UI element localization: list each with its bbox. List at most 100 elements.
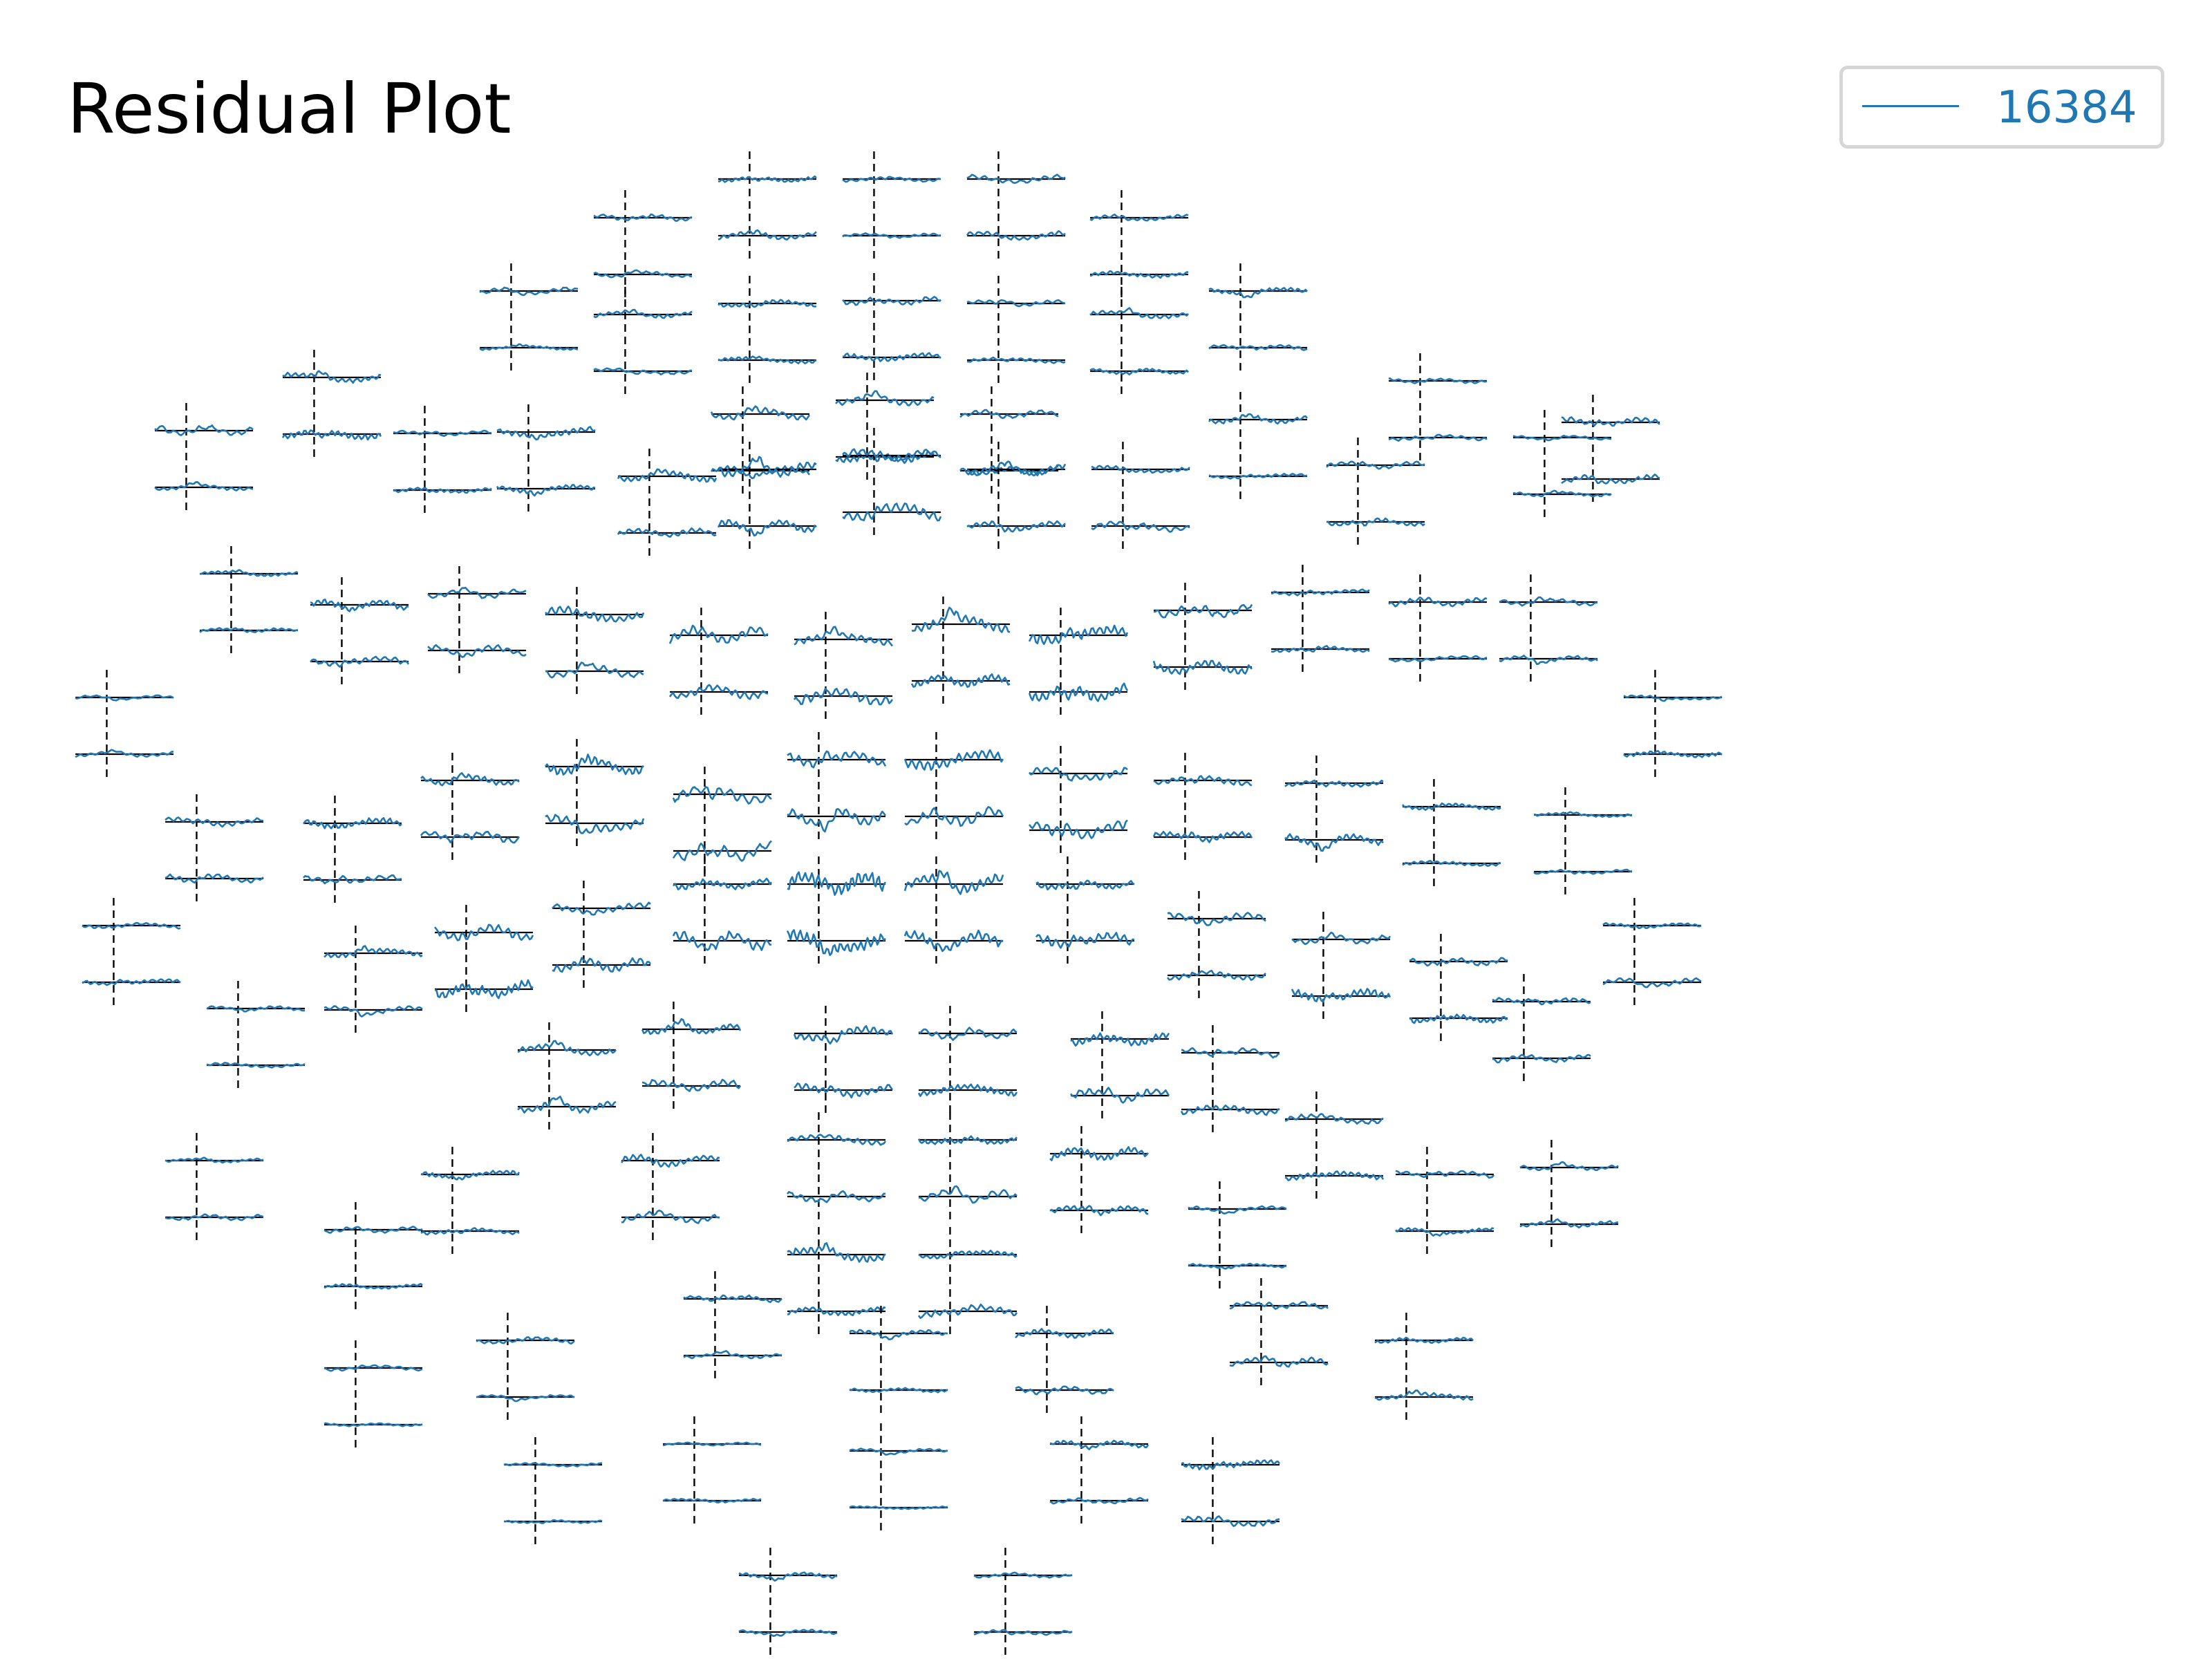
residual-trace-upper <box>199 569 299 577</box>
residual-trace-upper <box>718 299 817 308</box>
residual-trace-lower <box>1512 489 1612 498</box>
residual-trace-upper <box>1028 767 1128 782</box>
sensor-56 <box>82 898 181 1010</box>
residual-trace-lower <box>1035 932 1135 949</box>
sensor-58 <box>324 926 423 1038</box>
residual-trace-lower <box>1284 1170 1385 1181</box>
sensor-73 <box>917 1006 1018 1118</box>
residual-trace-lower <box>479 343 579 351</box>
residual-trace-upper <box>1049 1439 1150 1450</box>
residual-trace-lower <box>786 1190 886 1203</box>
sensor-18 <box>1208 392 1308 504</box>
residual-trace-lower <box>434 979 534 1000</box>
residual-trace-upper <box>1389 377 1488 384</box>
residual-trace-upper <box>683 1294 782 1304</box>
residual-trace-upper <box>668 624 769 644</box>
residual-trace-upper <box>1229 1301 1329 1310</box>
residual-trace-upper <box>1153 603 1253 619</box>
sensor-1 <box>718 151 817 263</box>
residual-trace-lower <box>1069 1087 1170 1104</box>
sensor-24 <box>1091 442 1190 554</box>
residual-trace-upper <box>1181 1459 1281 1471</box>
residual-trace-upper <box>1091 465 1190 474</box>
sensor-67 <box>1409 934 1508 1046</box>
sensor-87 <box>917 1227 1018 1339</box>
residual-trace-upper <box>1374 1336 1474 1344</box>
sensor-74 <box>1069 1011 1170 1123</box>
residual-trace-lower <box>966 356 1066 364</box>
residual-trace-lower <box>1091 521 1190 533</box>
residual-trace-lower <box>1015 1385 1114 1396</box>
residual-trace-upper <box>1089 307 1189 319</box>
sensor-23 <box>617 449 718 561</box>
residual-trace-lower <box>82 978 181 986</box>
residual-trace-upper <box>842 296 941 306</box>
residual-trace-lower <box>662 1497 762 1503</box>
sensor-45 <box>302 796 402 908</box>
residual-trace-upper <box>966 174 1066 185</box>
sensor-8 <box>966 276 1066 388</box>
residual-trace-upper <box>1519 1161 1619 1172</box>
residual-trace-upper <box>1188 1205 1287 1215</box>
sensor-3 <box>966 151 1066 263</box>
residual-trace-lower <box>966 230 1066 241</box>
residual-trace-upper <box>544 753 644 776</box>
sensor-41 <box>1499 574 1598 686</box>
residual-trace-upper <box>154 424 254 436</box>
sensor-48 <box>672 767 772 879</box>
residual-trace-upper <box>1271 588 1370 597</box>
sensor-47 <box>544 739 645 851</box>
residual-trace-lower <box>503 1519 603 1524</box>
residual-trace-upper <box>959 409 1059 420</box>
residual-trace-lower <box>849 1387 948 1394</box>
residual-trace-lower <box>1152 831 1253 843</box>
residual-trace-lower <box>545 814 645 834</box>
sensor-7 <box>842 273 941 385</box>
residual-trace-lower <box>842 503 942 522</box>
residual-trace-lower <box>1291 988 1391 1003</box>
sensor-65 <box>1166 891 1266 1003</box>
sensor-98 <box>1049 1416 1150 1528</box>
residual-trace-upper <box>324 1364 423 1372</box>
residual-trace-lower <box>593 367 693 375</box>
residual-trace-upper <box>966 299 1066 308</box>
sensor-69 <box>1602 898 1702 1010</box>
sensor-44 <box>165 794 264 906</box>
residual-trace-upper <box>672 786 772 805</box>
sensor-61 <box>672 856 772 968</box>
residual-trace-upper <box>1492 997 1591 1006</box>
residual-trace-upper <box>82 921 181 930</box>
sensor-21 <box>154 403 254 515</box>
sensor-75 <box>1180 1025 1280 1137</box>
sensor-72 <box>793 1006 894 1118</box>
residual-trace-lower <box>966 520 1066 533</box>
residual-trace-upper <box>842 448 941 462</box>
sensor-63 <box>903 856 1004 968</box>
residual-trace-lower <box>1089 270 1188 279</box>
residual-trace-lower <box>1519 1218 1619 1229</box>
residual-trace-upper <box>918 1249 1018 1259</box>
residual-trace-upper <box>641 1018 742 1035</box>
residual-trace-lower <box>1188 1262 1287 1270</box>
residual-trace-upper <box>324 1226 423 1234</box>
residual-trace-upper <box>310 599 409 612</box>
sensor-90 <box>476 1313 575 1425</box>
residual-trace-upper <box>1512 434 1612 442</box>
sensor-13 <box>281 350 382 462</box>
residual-trace-lower <box>904 806 1004 827</box>
sensor-25 <box>1326 438 1425 550</box>
residual-trace-lower <box>842 232 941 239</box>
residual-trace-lower <box>718 229 817 241</box>
sensor-29 <box>966 442 1067 554</box>
residual-trace-lower <box>1326 517 1425 527</box>
sensor-76 <box>1284 1091 1385 1203</box>
sensor-70 <box>517 1022 617 1134</box>
sensor-9 <box>593 287 693 399</box>
residual-trace-lower <box>1492 1053 1591 1064</box>
residual-trace-lower <box>552 957 651 973</box>
legend-label: 16384 <box>1996 82 2137 133</box>
residual-trace-lower <box>1208 344 1308 351</box>
residual-trace-lower <box>1533 868 1633 875</box>
sensor-11 <box>479 263 579 375</box>
residual-trace-lower <box>786 929 886 956</box>
